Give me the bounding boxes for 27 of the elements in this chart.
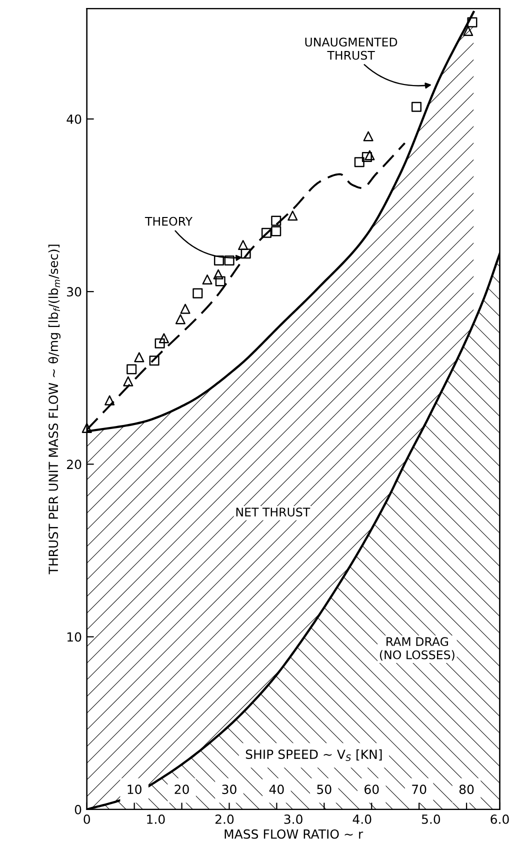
x-tick-label: 0 [84,814,90,824]
x2-tick-label: 40 [269,784,284,794]
x2-tick-label: 20 [174,784,189,794]
x-tick-label: 3.0 [284,814,302,824]
y-tick-label: 20 [67,460,82,470]
annotation: THEORY [144,216,193,226]
x2-tick-label: 30 [222,784,236,794]
x2-tick-label: 70 [412,784,426,794]
annotation: RAM DRAG (NO LOSSES) [380,637,454,661]
y-axis-title: THRUST PER UNIT MASS FLOW ~ θ/mg [lb$_{f}$/(lb$_{m}$/sec)] [48,244,60,574]
x2-tick-label: 80 [459,784,474,794]
x-axis-title: MASS FLOW RATIO ~ r [224,829,364,839]
annotation: UNAUGMENTED THRUST [305,38,398,60]
x-tick-label: 5.0 [422,814,440,824]
x-tick-label: 2.0 [215,814,234,824]
x-tick-label: 6.0 [490,814,509,824]
annotation: NET THRUST [236,508,310,516]
y-tick-label: 30 [67,287,82,297]
x2-axis-title: SHIP SPEED ~ V$_{S}$ [KN] [246,749,382,762]
y-tick-label: 10 [67,632,82,642]
x2-tick-label: 10 [128,784,142,794]
x-tick-label: 4.0 [352,814,372,824]
x2-tick-label: 60 [364,784,379,794]
x2-tick-label: 50 [317,784,332,794]
y-tick-label: 40 [66,114,82,124]
x-tick-label: 1.0 [147,814,165,824]
y-tick-label: 0 [74,804,82,814]
